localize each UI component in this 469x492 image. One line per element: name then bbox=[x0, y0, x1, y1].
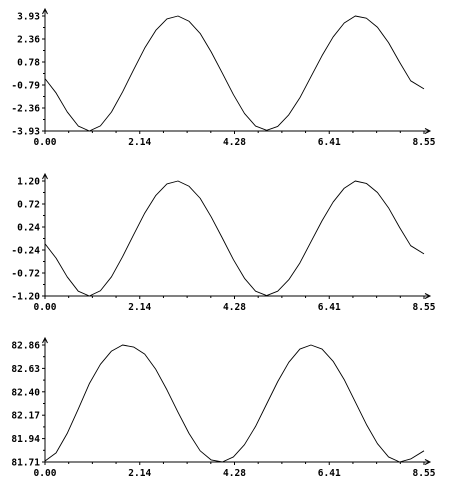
y-tick-label: 0.24 bbox=[17, 223, 40, 234]
x-tick-label: 8.55 bbox=[413, 302, 436, 313]
y-tick-label: 3.93 bbox=[17, 12, 40, 23]
x-axis-arrow bbox=[424, 293, 432, 299]
x-tick-label: 6.41 bbox=[318, 302, 341, 313]
x-tick-label: 0.00 bbox=[34, 137, 57, 148]
y-tick-label: 82.63 bbox=[11, 364, 40, 375]
y-tick-label: -2.36 bbox=[11, 104, 40, 115]
series-line bbox=[44, 15, 425, 132]
chart-panel-2: 1.20 0.72 0.24 -0.24 -0.72 -1.200.00 2.14 4.28 6… bbox=[11, 172, 436, 313]
series-line bbox=[44, 180, 425, 297]
chart-panel-1: 3.93 2.36 0.78 -0.79 -2.36 -3.930.00 2.14 4.28 6… bbox=[11, 7, 436, 148]
y-tick-label: -0.72 bbox=[11, 269, 40, 280]
y-tick-label: 0.78 bbox=[17, 58, 40, 69]
x-tick-label: 4.28 bbox=[223, 468, 246, 479]
y-tick-label: -0.79 bbox=[11, 81, 40, 92]
x-axis-arrow bbox=[424, 128, 432, 134]
x-tick-label: 0.00 bbox=[34, 468, 57, 479]
y-tick-label: 82.40 bbox=[11, 387, 40, 398]
y-tick-label: 82.17 bbox=[11, 411, 40, 422]
x-axis-arrow bbox=[424, 459, 432, 465]
x-tick-label: 2.14 bbox=[128, 137, 151, 148]
x-tick-label: 8.55 bbox=[413, 468, 436, 479]
x-tick-label: 6.41 bbox=[318, 468, 341, 479]
y-tick-label: 82.86 bbox=[11, 341, 40, 352]
y-tick-label: 1.20 bbox=[17, 177, 40, 188]
y-tick-label: 81.94 bbox=[11, 434, 40, 445]
x-tick-label: 2.14 bbox=[128, 302, 151, 313]
y-tick-label: -0.24 bbox=[11, 246, 40, 257]
y-tick-label: 2.36 bbox=[17, 35, 40, 46]
x-tick-label: 2.14 bbox=[128, 468, 151, 479]
series-line bbox=[44, 344, 425, 463]
x-tick-label: 4.28 bbox=[223, 302, 246, 313]
y-axis-arrow bbox=[42, 7, 48, 15]
y-tick-label: 81.71 bbox=[11, 458, 40, 469]
x-tick-label: 8.55 bbox=[413, 137, 436, 148]
y-tick-label: 0.72 bbox=[17, 200, 40, 211]
y-axis-arrow bbox=[42, 172, 48, 180]
y-tick-label: -3.93 bbox=[11, 127, 40, 138]
y-tick-label: -1.20 bbox=[11, 292, 40, 303]
x-tick-label: 4.28 bbox=[223, 137, 246, 148]
x-tick-label: 6.41 bbox=[318, 137, 341, 148]
x-tick-label: 0.00 bbox=[34, 302, 57, 313]
chart-panel-3: 82.86 82.63 82.40 82.17 81.94 81.710.00 2.14 4.… bbox=[11, 336, 436, 479]
y-axis-arrow bbox=[42, 336, 48, 344]
